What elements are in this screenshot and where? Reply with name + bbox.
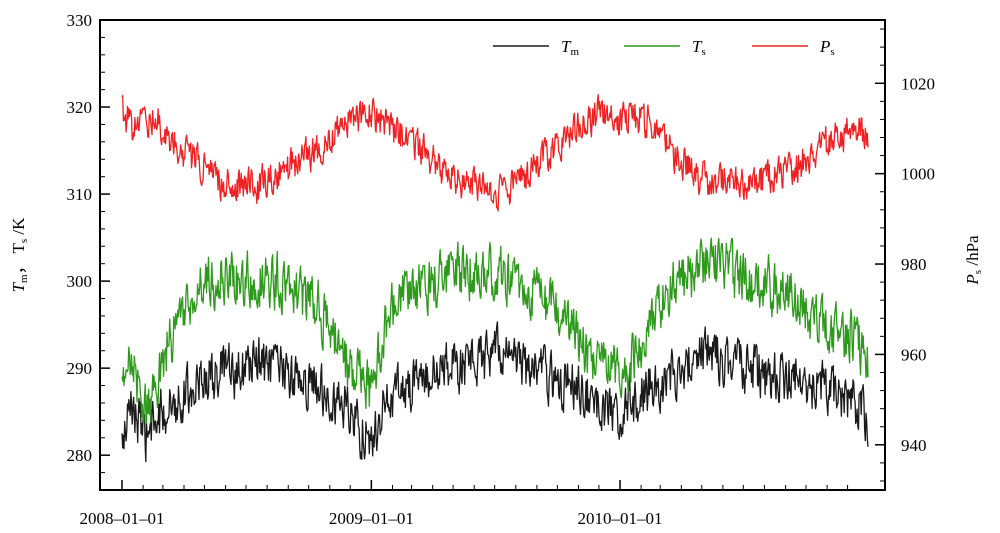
axes-layer: 280 290 300 310 320 330 940 960 980 1000 1020 2008–… — [67, 11, 936, 528]
plot-area — [99, 19, 886, 491]
plot-frame — [99, 19, 886, 491]
left-y-tick-label: 320 — [67, 98, 93, 117]
legend-label: Ps — [819, 37, 835, 58]
series-line-ts — [121, 237, 869, 424]
series-line-tm — [121, 321, 869, 463]
series-line-ps — [121, 93, 869, 212]
legend: Tm Ts Ps — [493, 37, 835, 58]
left-y-tick-label: 310 — [67, 185, 93, 204]
left-y-tick-label: 290 — [67, 359, 93, 378]
right-y-tick-label: 940 — [901, 436, 927, 455]
left-y-tick-label: 330 — [67, 11, 93, 30]
legend-label: Tm — [561, 37, 579, 58]
left-y-tick-label: 300 — [67, 272, 93, 291]
right-y-tick-label: 1020 — [901, 74, 935, 93]
x-tick-label: 2008–01–01 — [80, 509, 165, 528]
right-y-axis-title: Ps /hPa — [963, 235, 984, 286]
x-tick-label: 2009–01–01 — [329, 509, 414, 528]
legend-label: Ts — [692, 37, 706, 58]
left-y-axis-title: Tm， Ts /K — [9, 217, 30, 293]
x-tick-label: 2010–01–01 — [578, 509, 663, 528]
right-y-tick-label: 980 — [901, 255, 927, 274]
right-y-tick-label: 1000 — [901, 165, 935, 184]
left-y-tick-label: 280 — [67, 446, 93, 465]
series-layer — [121, 93, 869, 463]
axis-titles: Tm， Ts /K Ps /hPa — [9, 217, 984, 293]
right-y-tick-label: 960 — [901, 345, 927, 364]
